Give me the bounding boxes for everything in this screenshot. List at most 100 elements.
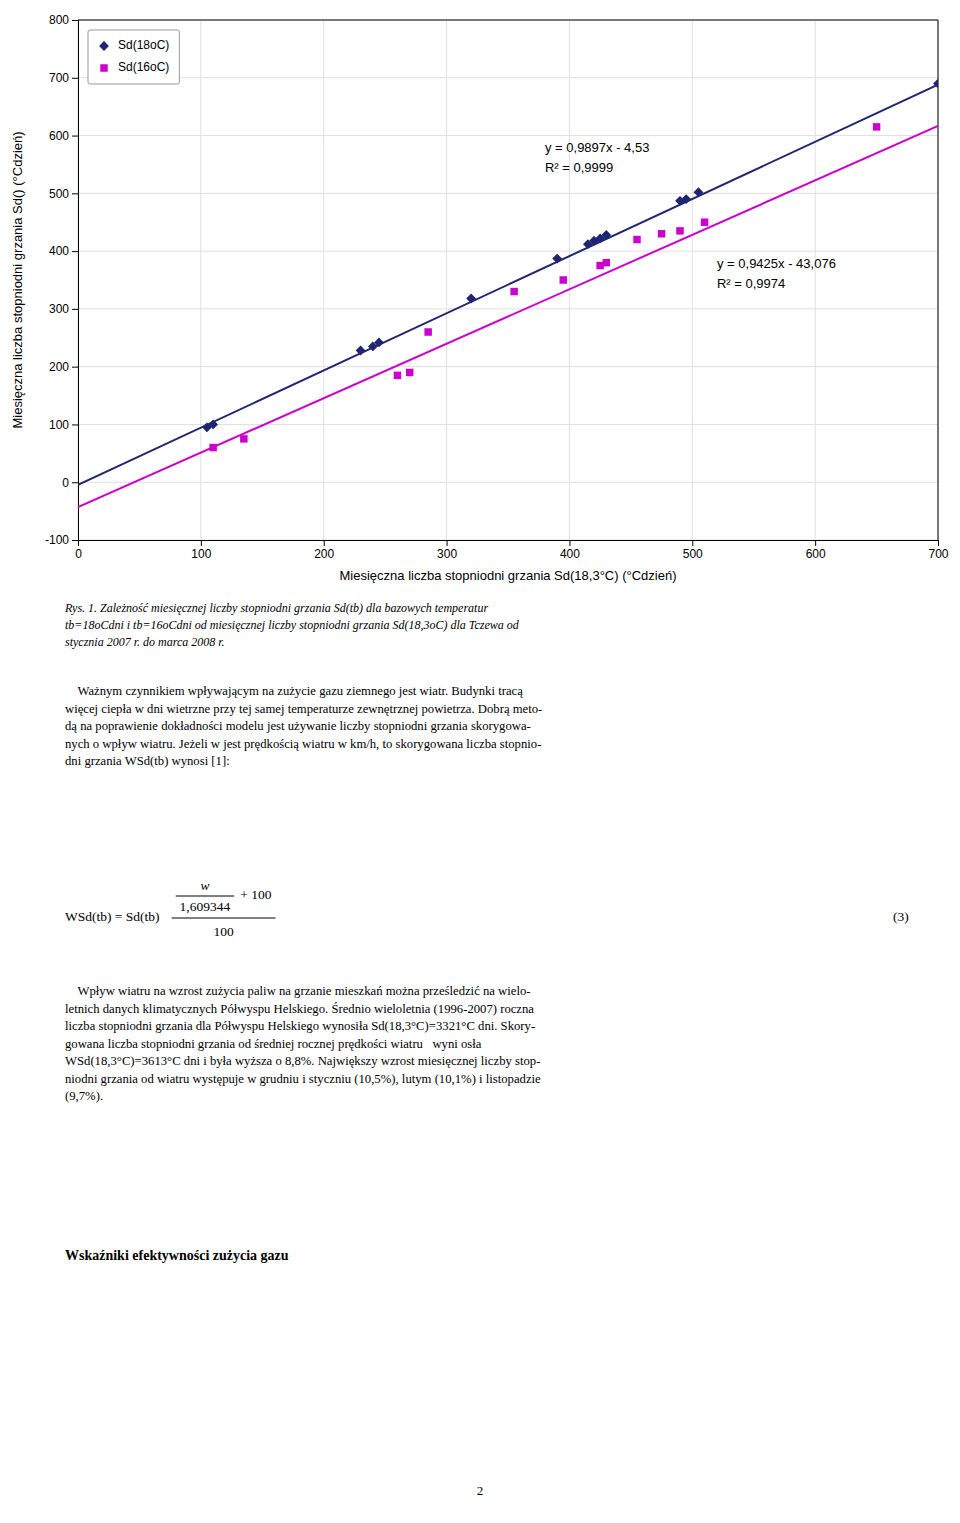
legend: Sd(18oC) Sd(16oC) (88, 30, 179, 84)
tick: 600 (49, 129, 78, 143)
tick-label: 400 (49, 244, 69, 258)
legend-label: Sd(16oC) (118, 60, 169, 74)
formula-text: WSd(tb) = Sd(tb) (65, 909, 160, 924)
tick-mark (72, 251, 78, 252)
tick-label: 200 (314, 547, 334, 561)
axis-line (72, 21, 79, 541)
tick-mark (201, 540, 202, 546)
formula-text: + 100 (240, 887, 271, 902)
tick-mark (815, 540, 816, 546)
tick: -100 (45, 533, 78, 547)
tick: 100 (191, 540, 211, 561)
equation-number: (3) (893, 909, 909, 924)
point (208, 420, 218, 430)
grid-line-y (78, 20, 938, 21)
tick-label: 700 (49, 71, 69, 85)
tick-label: 700 (928, 547, 948, 561)
tick-label: 600 (49, 129, 69, 143)
point (676, 227, 683, 234)
tick-mark (72, 193, 78, 194)
trend-line (78, 85, 938, 485)
tick-mark (72, 20, 78, 21)
point (240, 435, 247, 442)
tick-label: 500 (683, 547, 703, 561)
paragraph: Ważnym czynnikiem wpływającym na zużycie… (65, 684, 542, 768)
series-points (209, 123, 880, 451)
fraction-bar (172, 918, 276, 919)
point (406, 369, 413, 376)
axis-line (79, 541, 939, 547)
tick-label: 600 (806, 547, 826, 561)
legend-box (88, 30, 179, 84)
page: 0100200300400500600700-10001002003004005… (0, 0, 960, 1523)
grid-line-x (692, 20, 693, 540)
tick-mark (569, 540, 570, 546)
annotation: y = 0,9425x - 43,076R² = 0,9974 (717, 256, 836, 291)
point (658, 230, 665, 237)
grid-line-y (78, 366, 938, 367)
tick-mark (72, 540, 78, 541)
point (394, 372, 401, 379)
tick-label: 300 (49, 302, 69, 316)
grid-line-y (78, 135, 938, 136)
tick-mark (938, 540, 939, 546)
point (603, 259, 610, 266)
tick: 600 (806, 540, 826, 561)
grid-line-x (446, 20, 447, 540)
marks (78, 79, 938, 507)
tick: 700 (928, 540, 948, 561)
tick-label: 200 (49, 360, 69, 374)
tick-label: -100 (45, 533, 69, 547)
x-axis-title: Miesięczna liczba stopniodni grzania Sd(… (340, 568, 677, 583)
tick-mark (72, 482, 78, 483)
chart: 0100200300400500600700-10001002003004005… (10, 13, 949, 583)
formula-text: 1,609344 (180, 899, 231, 914)
point (374, 338, 384, 348)
tick: 300 (437, 540, 457, 561)
section-heading: Wskaźniki efektywności zużycia gazu (65, 1248, 289, 1263)
point (552, 254, 562, 264)
tick: 500 (683, 540, 703, 561)
grid-line-y (78, 193, 938, 194)
annotation: y = 0,9897x - 4,53R² = 0,9999 (545, 140, 649, 175)
frame (78, 20, 938, 21)
grid-line-x (569, 20, 570, 540)
grid-line-x (938, 20, 939, 540)
tick: 200 (49, 360, 78, 374)
tick: 800 (49, 13, 78, 27)
fraction-bar (176, 896, 235, 897)
tick-mark (72, 424, 78, 425)
tick: 300 (49, 302, 78, 316)
point (601, 230, 611, 240)
grid-line-y (78, 308, 938, 309)
trend-line (78, 126, 938, 507)
tick: 0 (62, 476, 78, 490)
tick: 500 (49, 187, 78, 201)
point (873, 123, 880, 130)
page-number: 2 (477, 1483, 484, 1498)
point (701, 218, 708, 225)
tick: 400 (49, 244, 78, 258)
point (510, 288, 517, 295)
tick-label: 500 (49, 187, 69, 201)
x-axis: 0100200300400500600700 (75, 540, 949, 561)
point (694, 187, 704, 197)
frame (938, 20, 939, 540)
point (356, 346, 366, 356)
paragraph: Wpływ wiatru na wzrost zużycia paliw na … (65, 984, 541, 1103)
point (633, 236, 640, 243)
point (681, 194, 691, 204)
grid (78, 20, 938, 540)
legend-label: Sd(18oC) (118, 38, 169, 52)
formula-text: w (200, 878, 209, 893)
tick-mark (447, 540, 448, 546)
point (933, 79, 938, 89)
y-axis-title: Miesięczna liczba stopniodni grzania Sd(… (10, 131, 25, 428)
grid-line-y (78, 77, 938, 78)
tick: 0 (75, 540, 82, 561)
point (209, 444, 216, 451)
tick: 700 (49, 71, 78, 85)
grid-line-y (78, 251, 938, 252)
tick-mark (72, 309, 78, 310)
tick-label: 800 (49, 13, 69, 27)
